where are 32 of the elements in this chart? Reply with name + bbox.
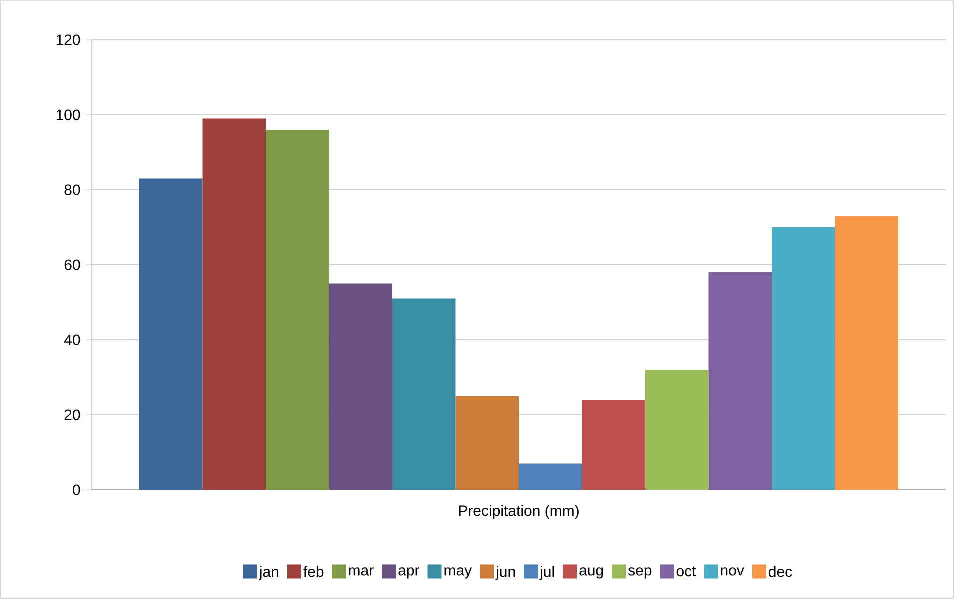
bar <box>835 216 899 490</box>
y-tick-label: 40 <box>64 334 80 346</box>
bar <box>140 178 203 490</box>
x-tick-label: Precipitation (mm) <box>459 505 579 520</box>
legend-label: jun <box>496 566 516 580</box>
bar <box>582 400 646 490</box>
y-tick-label: 100 <box>56 110 80 120</box>
legend-label: aug <box>580 568 604 579</box>
bar <box>708 272 772 490</box>
bar <box>329 284 393 490</box>
bar <box>646 370 709 490</box>
bar <box>772 227 836 490</box>
legend-label: jul <box>540 566 554 580</box>
legend-label: nov <box>721 568 744 576</box>
y-tick-label: 80 <box>64 184 80 196</box>
bar <box>392 298 456 490</box>
legend-label: mar <box>349 568 374 576</box>
y-tick-label: 0 <box>73 484 80 496</box>
bar <box>266 130 330 490</box>
legend-label: apr <box>398 568 420 579</box>
legend-label: may <box>444 568 472 579</box>
bar <box>519 464 582 490</box>
y-tick-label: 60 <box>64 260 80 270</box>
legend-label: sep <box>628 568 652 579</box>
legend-label: dec <box>769 566 792 578</box>
legend-label: oct <box>676 566 696 577</box>
legend-label: jan <box>259 566 278 580</box>
bar <box>202 118 266 490</box>
legend-label: feb <box>304 566 324 578</box>
y-tick-label: 120 <box>56 34 80 46</box>
y-tick-label: 20 <box>64 410 80 420</box>
bar <box>456 396 520 490</box>
